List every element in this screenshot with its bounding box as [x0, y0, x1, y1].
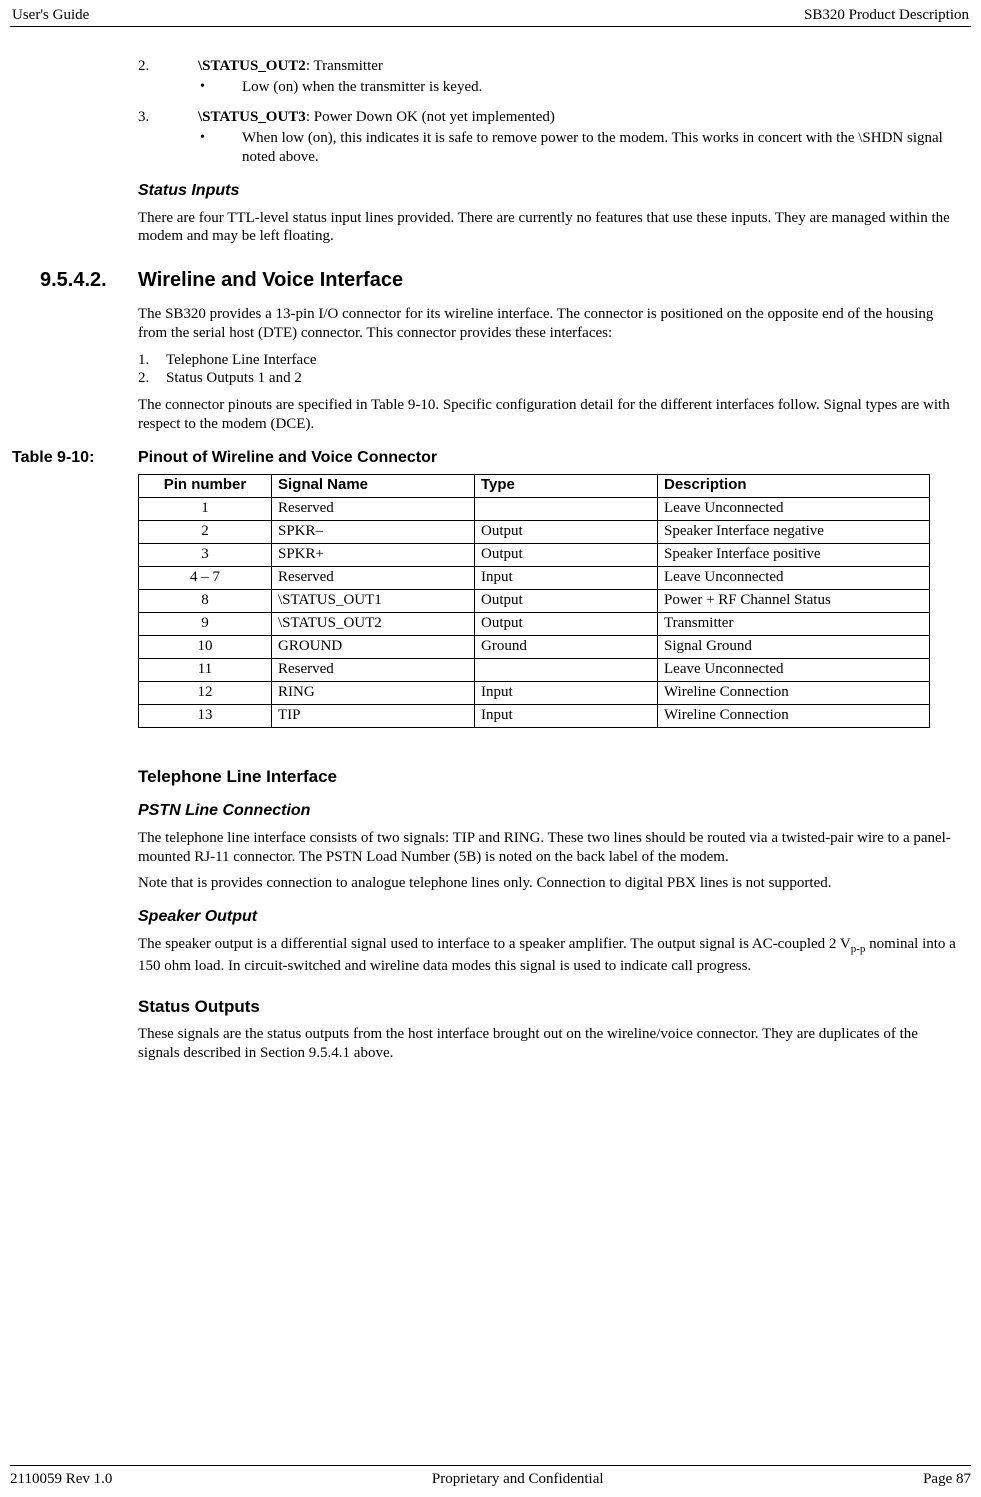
- item-text: \STATUS_OUT2: Transmitter: [198, 57, 383, 76]
- table-caption-text: Pinout of Wireline and Voice Connector: [138, 448, 437, 468]
- paragraph: The SB320 provides a 13-pin I/O connecto…: [138, 305, 963, 343]
- paragraph: The telephone line interface consists of…: [138, 829, 963, 867]
- list-text: Telephone Line Interface: [166, 351, 317, 370]
- section-heading-row: 9.5.4.2. Wireline and Voice Interface: [10, 268, 971, 293]
- list-number: 2.: [138, 369, 166, 388]
- bullet-text: When low (on), this indicates it is safe…: [242, 129, 963, 167]
- table-header: Pin number: [139, 474, 272, 497]
- table-row: 4 – 7ReservedInputLeave Unconnected: [139, 566, 930, 589]
- item-text: \STATUS_OUT3: Power Down OK (not yet imp…: [198, 108, 555, 127]
- paragraph: There are four TTL-level status input li…: [138, 209, 963, 247]
- heading-pstn-line-connection: PSTN Line Connection: [138, 801, 963, 821]
- heading-status-outputs: Status Outputs: [138, 996, 963, 1017]
- bullet-icon: •: [198, 78, 242, 97]
- list-item-2: 2. \STATUS_OUT2: Transmitter: [138, 57, 963, 76]
- table-header: Description: [658, 474, 930, 497]
- bullet-text: Low (on) when the transmitter is keyed.: [242, 78, 963, 97]
- heading-telephone-line-interface: Telephone Line Interface: [138, 766, 963, 787]
- bullet-item: • Low (on) when the transmitter is keyed…: [198, 78, 963, 97]
- table-row: 3SPKR+OutputSpeaker Interface positive: [139, 543, 930, 566]
- list-item-3: 3. \STATUS_OUT3: Power Down OK (not yet …: [138, 108, 963, 127]
- heading-status-inputs: Status Inputs: [138, 181, 963, 201]
- paragraph: The speaker output is a differential sig…: [138, 935, 963, 976]
- table-row: 10GROUNDGroundSignal Ground: [139, 635, 930, 658]
- table-row: 8\STATUS_OUT1OutputPower + RF Channel St…: [139, 589, 930, 612]
- table-row: 12RINGInputWireline Connection: [139, 681, 930, 704]
- table-row: 1ReservedLeave Unconnected: [139, 497, 930, 520]
- bullet-icon: •: [198, 129, 242, 167]
- paragraph: The connector pinouts are specified in T…: [138, 396, 963, 434]
- heading-speaker-output: Speaker Output: [138, 907, 963, 927]
- header-left: User's Guide: [12, 6, 89, 25]
- footer-center: Proprietary and Confidential: [432, 1470, 604, 1489]
- table-caption-label: Table 9-10:: [10, 448, 138, 468]
- footer-left: 2110059 Rev 1.0: [10, 1470, 112, 1489]
- list-text: Status Outputs 1 and 2: [166, 369, 302, 388]
- section-title: Wireline and Voice Interface: [138, 268, 403, 293]
- paragraph: These signals are the status outputs fro…: [138, 1025, 963, 1063]
- table-header: Type: [475, 474, 658, 497]
- table-header: Signal Name: [272, 474, 475, 497]
- page-footer: 2110059 Rev 1.0 Proprietary and Confiden…: [10, 1465, 971, 1489]
- item-number: 3.: [138, 108, 198, 127]
- bullet-item: • When low (on), this indicates it is sa…: [198, 129, 963, 167]
- table-row: 9\STATUS_OUT2OutputTransmitter: [139, 612, 930, 635]
- pinout-table: Pin number Signal Name Type Description …: [138, 474, 930, 728]
- section-number: 9.5.4.2.: [10, 268, 138, 293]
- header-right: SB320 Product Description: [804, 6, 969, 25]
- table-caption: Table 9-10: Pinout of Wireline and Voice…: [10, 448, 971, 468]
- table-row: 11ReservedLeave Unconnected: [139, 658, 930, 681]
- numbered-list: 1.Telephone Line Interface 2.Status Outp…: [138, 351, 963, 389]
- footer-right: Page 87: [923, 1470, 971, 1489]
- table-row: 13TIPInputWireline Connection: [139, 704, 930, 727]
- page-header: User's Guide SB320 Product Description: [10, 6, 971, 27]
- paragraph: Note that is provides connection to anal…: [138, 874, 963, 893]
- table-row: 2SPKR–OutputSpeaker Interface negative: [139, 520, 930, 543]
- item-number: 2.: [138, 57, 198, 76]
- list-number: 1.: [138, 351, 166, 370]
